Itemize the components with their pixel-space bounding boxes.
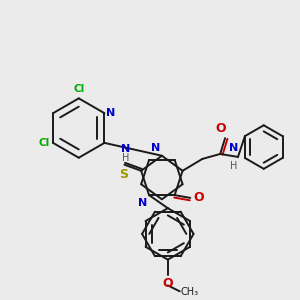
Text: Cl: Cl (73, 84, 84, 94)
Text: O: O (216, 122, 226, 135)
Text: H: H (122, 153, 129, 163)
Text: O: O (193, 191, 204, 204)
Text: S: S (119, 168, 128, 181)
Text: N: N (138, 198, 147, 208)
Text: H: H (230, 161, 238, 171)
Text: N: N (121, 144, 130, 154)
Text: Cl: Cl (39, 138, 50, 148)
Text: N: N (106, 108, 116, 118)
Text: CH₃: CH₃ (181, 287, 199, 297)
Text: O: O (163, 278, 173, 290)
Text: N: N (151, 143, 160, 153)
Text: N: N (230, 143, 239, 153)
